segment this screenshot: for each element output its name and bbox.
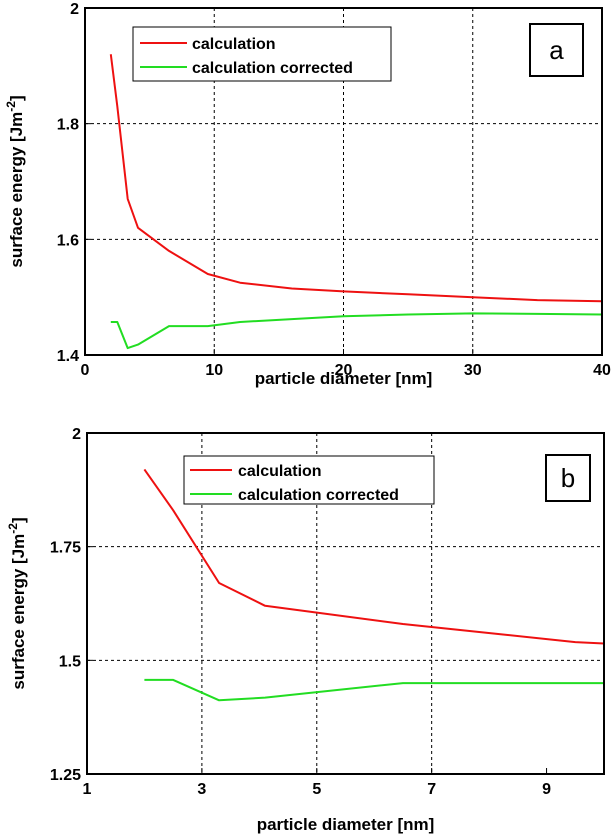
x-axis-title: particle diameter [nm] (257, 815, 435, 834)
series-line-calculation (109, 54, 603, 303)
y-tick-label: 1.25 (50, 767, 81, 784)
legend-label: calculation corrected (192, 60, 353, 77)
panel-label-box (545, 454, 591, 502)
x-tick-label: 10 (205, 362, 223, 379)
y-axis-title: surface energy [Jm-2] (4, 95, 26, 267)
y-tick-label: 2 (70, 1, 79, 18)
y-tick-label: 1.6 (57, 232, 79, 249)
legend-label: calculation corrected (238, 487, 399, 504)
x-axis-title: particle diameter [nm] (255, 369, 433, 388)
x-tick-label: 3 (197, 781, 206, 798)
x-tick-label: 20 (335, 362, 353, 379)
panel-label-box (529, 23, 584, 77)
x-tick-label: 5 (312, 781, 321, 798)
x-tick-label: 30 (464, 362, 482, 379)
legend-label: calculation (192, 36, 276, 53)
series-line-calculation (143, 468, 605, 645)
legend: calculation calculation corrected (183, 455, 435, 505)
x-tick-label: 40 (593, 362, 611, 379)
panel-b: 1 3 5 7 9 1.25 1.5 1.75 2 particle diameter [nm] s… (6, 426, 605, 834)
plot-frame (86, 432, 605, 775)
x-tick-label: 0 (81, 362, 90, 379)
y-axis-title: surface energy [Jm-2] (6, 517, 28, 689)
x-tick-label: 7 (427, 781, 436, 798)
y-axis-title-text: surface energy [Jm (9, 534, 28, 690)
legend: calculation calculation corrected (132, 26, 392, 82)
y-axis-title-superscript: -2 (4, 101, 18, 112)
y-axis-title-bracket: ] (9, 517, 28, 523)
y-axis-title-bracket: ] (7, 95, 26, 101)
series-line-calculation-corrected (144, 678, 604, 702)
series-line-calculation-corrected (110, 312, 603, 350)
x-tick-label: 1 (83, 781, 92, 798)
panel-label: a (549, 35, 564, 65)
y-tick-label: 1.75 (50, 540, 81, 557)
panel-label: b (561, 463, 575, 493)
x-tick-label: 9 (542, 781, 551, 798)
y-axis-title-superscript: -2 (6, 523, 20, 534)
legend-box (183, 455, 435, 505)
panel-a: 0 10 20 30 40 1.4 1.6 1.8 2 particle diameter [nm… (4, 1, 611, 388)
y-tick-label: 1.5 (59, 653, 81, 670)
legend-box (132, 26, 392, 82)
legend-label: calculation (238, 463, 322, 480)
y-tick-label: 1.4 (57, 348, 79, 365)
y-axis-title-text: surface energy [Jm (7, 112, 26, 268)
y-tick-label: 1.8 (57, 117, 79, 134)
y-tick-label: 2 (72, 426, 81, 443)
